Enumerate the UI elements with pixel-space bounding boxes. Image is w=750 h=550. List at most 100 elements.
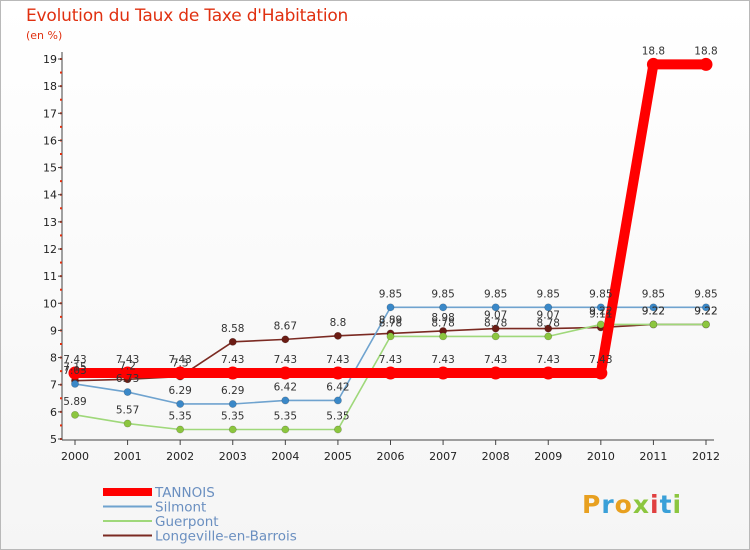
x-tick-label: 2012 [692, 450, 720, 463]
legend-swatch-longeville-en-barrois [103, 534, 152, 537]
data-point-silmont [71, 379, 79, 388]
data-label-silmont: 9.85 [484, 288, 507, 300]
data-label-tannois: 7.43 [589, 354, 612, 366]
y-tick-label: 5 [50, 433, 57, 446]
y-tick-label: 19 [43, 53, 57, 66]
data-label-tannois: 7.43 [326, 354, 349, 366]
data-point-silmont [439, 303, 447, 312]
data-label-silmont: 9.85 [694, 288, 717, 300]
data-point-tannois [173, 366, 187, 380]
data-label-guerpont: 5.89 [63, 396, 86, 408]
data-point-guerpont [281, 425, 290, 434]
data-label-silmont: 6.29 [221, 385, 244, 397]
data-label-longeville-en-barrois: 7.2 [119, 360, 136, 372]
data-label-guerpont: 9.22 [589, 305, 612, 317]
data-label-silmont: 6.42 [326, 381, 349, 393]
data-point-tannois [594, 366, 608, 380]
data-point-guerpont [228, 425, 237, 434]
data-point-silmont [228, 400, 237, 408]
data-label-tannois: 7.43 [537, 354, 560, 366]
data-point-guerpont [702, 320, 710, 329]
data-point-tannois [384, 366, 397, 380]
data-label-silmont: 9.85 [537, 288, 560, 300]
y-minor-tick [60, 370, 62, 373]
logo-letter: i [650, 490, 660, 519]
legend-swatch-silmont [103, 505, 152, 508]
x-tick-label: 2002 [166, 450, 194, 463]
data-label-longeville-en-barrois: 9.11 [589, 308, 612, 320]
x-tick-label: 2003 [219, 450, 247, 463]
data-point-guerpont [334, 425, 342, 434]
data-label-tannois: 7.43 [274, 354, 297, 366]
data-label-silmont: 9.85 [379, 288, 402, 300]
y-minor-tick [60, 234, 62, 237]
data-point-tannois [699, 57, 713, 71]
x-tick-label: 2007 [429, 450, 457, 463]
data-label-longeville-en-barrois: 9.22 [642, 305, 665, 317]
y-minor-tick [60, 397, 62, 400]
data-label-tannois: 7.43 [379, 354, 402, 366]
x-tick-label: 2011 [639, 450, 667, 463]
data-point-guerpont [176, 425, 185, 434]
data-point-silmont [544, 303, 553, 312]
y-tick-label: 7 [50, 379, 57, 392]
data-label-tannois: 7.43 [484, 354, 507, 366]
data-label-silmont: 6.42 [274, 381, 297, 393]
legend-swatch-guerpont [103, 520, 152, 522]
data-label-guerpont: 8.78 [484, 317, 507, 329]
y-tick-label: 17 [43, 107, 57, 120]
data-point-tannois [226, 366, 240, 380]
data-label-silmont: 6.73 [116, 373, 139, 385]
data-label-guerpont: 9.22 [694, 305, 717, 317]
chart-title: Evolution du Taux de Taxe d'Habitation [26, 6, 349, 26]
data-label-tannois: 7.43 [116, 354, 139, 366]
chart-unit: (en %) [26, 29, 63, 42]
data-label-guerpont: 5.35 [326, 411, 349, 423]
data-point-guerpont [71, 410, 79, 419]
data-label-longeville-en-barrois: 9.07 [484, 310, 507, 322]
axes: 5 6 7 8 9 10 11 12 13 14 15 16 17 18 19 2000 2001 2002 200… [43, 52, 720, 463]
logo-letter: t [659, 490, 673, 519]
data-label-silmont: 9.85 [589, 288, 612, 300]
data-point-guerpont [491, 332, 500, 341]
y-tick-label: 16 [43, 134, 57, 147]
x-tick-label: 2004 [271, 450, 299, 463]
data-point-tannois [489, 366, 503, 380]
y-tick-label: 6 [50, 406, 57, 419]
y-minor-tick [60, 125, 62, 128]
data-point-tannois [68, 366, 82, 380]
data-label-longeville-en-barrois: 8.89 [379, 314, 402, 326]
data-point-silmont [123, 388, 132, 396]
x-tick-label: 2006 [377, 450, 405, 463]
data-label-tannois: 7.43 [221, 354, 244, 366]
data-label-guerpont: 5.35 [168, 411, 191, 423]
y-tick-label: 8 [50, 352, 57, 365]
data-point-longeville-en-barrois [491, 324, 500, 333]
legend-label-silmont: Silmont [155, 500, 206, 516]
data-label-silmont: 7.03 [63, 365, 86, 377]
data-point-guerpont [649, 320, 658, 329]
data-label-tannois: 18.8 [694, 45, 717, 57]
y-tick-label: 15 [43, 162, 57, 175]
data-point-silmont [334, 396, 342, 405]
logo-letter: o [614, 490, 633, 519]
data-label-longeville-en-barrois: 8.8 [330, 317, 347, 329]
data-point-tannois [278, 366, 292, 380]
data-label-guerpont: 8.78 [537, 317, 560, 329]
data-point-silmont [649, 303, 658, 312]
data-point-tannois [121, 366, 135, 380]
data-point-tannois [436, 366, 450, 380]
data-label-longeville-en-barrois: 7.3 [172, 358, 189, 370]
data-point-silmont [491, 303, 500, 312]
data-labels: 7.15 7.2 7.3 8.58 8.67 8.8 8.89 8.98 9.07 9.07 9.1… [63, 45, 717, 422]
data-point-longeville-en-barrois [334, 331, 342, 340]
data-label-tannois: 7.43 [431, 354, 454, 366]
data-label-longeville-en-barrois: 8.98 [431, 312, 454, 324]
y-tick-label: 11 [43, 270, 57, 283]
x-tick-label: 2009 [534, 450, 562, 463]
y-minor-tick [60, 207, 62, 210]
y-tick-label: 10 [43, 297, 57, 310]
x-tick-label: 2005 [324, 450, 352, 463]
y-minor-tick [60, 71, 62, 74]
